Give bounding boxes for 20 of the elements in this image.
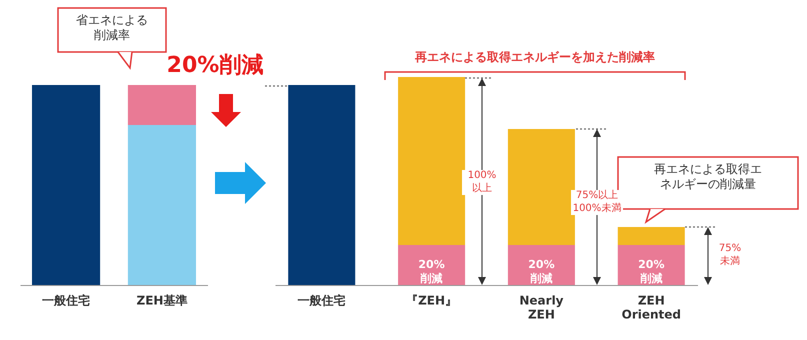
text: 省エネによる削減率 — [75, 13, 149, 43]
bar — [618, 227, 685, 245]
annotation: 再エネによる取得エネルギーの削減量 — [653, 162, 763, 192]
x-tick-label: ZEH基準 — [136, 294, 188, 308]
annotation: 75%以上 100%未満 — [571, 190, 623, 215]
text: 再エネによる取得エネルギーを加えた削減率 — [414, 50, 656, 65]
bar — [288, 85, 356, 285]
text: 75% 未満 — [718, 243, 742, 268]
x-tick-label: 一般住宅 — [298, 294, 346, 308]
data-label: 20% 削減 — [418, 258, 445, 285]
x-tick-label: 『ZEH』 — [406, 294, 458, 308]
bar — [508, 129, 575, 245]
x-tick-label: Nearly ZEH — [519, 294, 564, 322]
text: 20%削減 — [166, 52, 264, 80]
data-label: 20% 削減 — [638, 258, 664, 285]
bar — [398, 77, 466, 245]
x-tick-label: 一般住宅 — [42, 294, 90, 308]
x-tick-label: ZEH Oriented — [622, 294, 681, 322]
data-label: 20% 削減 — [528, 258, 555, 285]
annotation: 100% 以上 — [462, 170, 502, 195]
